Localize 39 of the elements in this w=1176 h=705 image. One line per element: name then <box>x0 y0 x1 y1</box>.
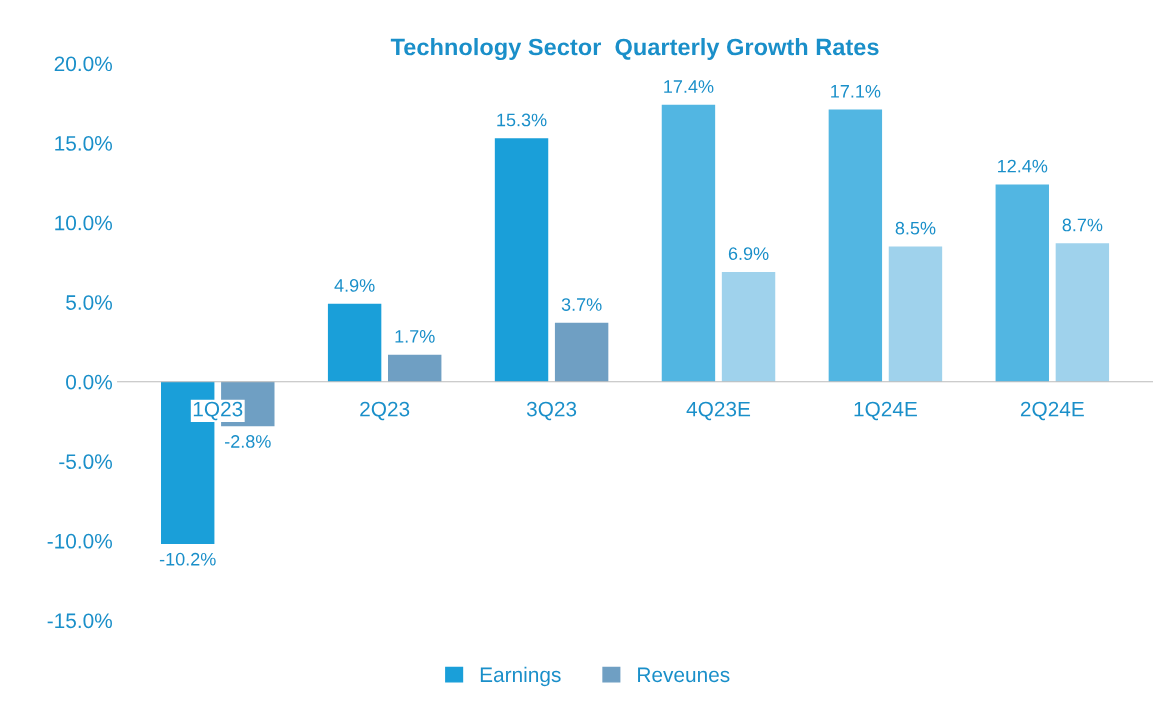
data-label: 1.7% <box>395 330 435 343</box>
bar <box>388 354 442 382</box>
data-label: 12.4% <box>998 159 1048 173</box>
legend-label: Earnings <box>480 666 561 687</box>
bar <box>888 246 943 382</box>
data-label: 8.7% <box>1062 218 1103 232</box>
bar <box>661 104 716 382</box>
x-tick-label: 1Q24E <box>854 401 917 421</box>
bar <box>995 184 1049 382</box>
bar <box>721 271 776 382</box>
x-tick-label: 2Q23 <box>360 401 410 421</box>
bar <box>828 109 883 382</box>
y-tick-label: -10.0% <box>47 533 112 549</box>
y-tick-label: 15.0% <box>55 136 112 151</box>
y-tick-label: 0.0% <box>66 374 112 390</box>
data-label: 3.7% <box>561 298 602 311</box>
x-tick-label: 4Q23E <box>686 401 751 421</box>
data-label: 15.3% <box>497 113 547 127</box>
y-tick-label: 5.0% <box>66 295 112 310</box>
y-tick-label: 10.0% <box>55 215 112 231</box>
x-tick-label: 1Q23 <box>193 401 243 421</box>
data-label: -2.8% <box>225 435 271 448</box>
x-tick-label: 3Q23 <box>526 401 577 421</box>
data-label: 4.9% <box>334 279 375 292</box>
y-tick-label: -5.0% <box>59 454 112 470</box>
data-label: 17.1% <box>831 84 881 98</box>
legend-label: Reveunes <box>638 667 730 683</box>
x-tick-label: 2Q24E <box>1020 401 1084 421</box>
bar <box>494 138 549 382</box>
data-label: -10.2% <box>159 552 216 566</box>
y-tick-label: 20.0% <box>54 56 112 72</box>
bar <box>1055 243 1110 382</box>
y-tick-label: -15.0% <box>47 613 112 629</box>
data-label: 17.4% <box>664 80 714 93</box>
data-label: 6.9% <box>728 247 769 261</box>
bar <box>554 322 609 382</box>
data-label: 8.5% <box>895 221 936 235</box>
bar <box>327 303 382 382</box>
chart-title: Technology Sector Quarterly Growth Rates <box>390 38 879 61</box>
